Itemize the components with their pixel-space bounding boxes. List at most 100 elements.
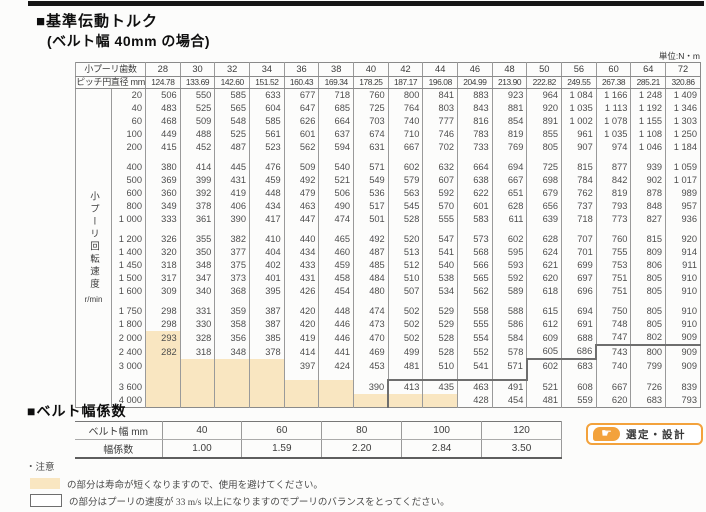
torque-cell: 637 <box>318 128 354 141</box>
torque-cell: 760 <box>353 88 389 102</box>
torque-cell: 392 <box>179 187 215 200</box>
torque-cell: 612 <box>526 318 562 331</box>
torque-cell: 488 <box>179 128 215 141</box>
torque-cell: 805 <box>630 305 666 318</box>
torque-cell: 446 <box>318 331 354 345</box>
torque-cell: 1 108 <box>630 128 666 141</box>
torque-cell: 588 <box>491 305 527 318</box>
torque-cell: 317 <box>145 272 181 285</box>
torque-cell: 806 <box>630 259 666 272</box>
torque-cell: 602 <box>491 233 527 246</box>
pitch-diameter-cell: 151.52 <box>249 76 285 89</box>
torque-cell: 452 <box>179 141 215 154</box>
teeth-cell: 28 <box>145 62 181 77</box>
torque-gap-cell <box>318 298 354 305</box>
pitch-diameter-cell: 285.21 <box>630 76 666 89</box>
rpm-cell: 400 <box>110 161 147 174</box>
torque-cell: 573 <box>457 233 493 246</box>
factor-value-cell: 3.50 <box>481 439 562 459</box>
torque-cell: 529 <box>422 305 458 318</box>
torque-cell <box>249 380 285 394</box>
torque-cell: 465 <box>318 233 354 246</box>
torque-cell: 506 <box>145 88 181 102</box>
torque-cell: 609 <box>526 331 562 345</box>
torque-cell: 815 <box>630 233 666 246</box>
white-note: の部分はプーリの速度が 33 m/s 以上になりますのでプーリのバランスをとって… <box>30 493 450 508</box>
torque-row: 1 800 298 330 358 387 420 446 473 502 529 555 586 61… <box>76 318 701 331</box>
torque-cell: 552 <box>457 345 493 359</box>
rpm-cell: 60 <box>110 115 147 128</box>
torque-cell: 737 <box>561 200 597 213</box>
torque-cell: 910 <box>665 318 701 331</box>
teeth-cell: 56 <box>561 62 597 77</box>
rpm-gap-cell <box>110 373 147 380</box>
torque-gap-cell <box>179 373 215 380</box>
torque-gap-cell <box>561 373 597 380</box>
torque-cell: 454 <box>318 285 354 298</box>
torque-gap-cell <box>283 373 319 380</box>
torque-cell: 490 <box>318 200 354 213</box>
notes: ・注意 の部分は寿命が短くなりますので、使用を避けてください。 の部分はプーリの… <box>26 459 450 508</box>
torque-cell: 800 <box>630 345 666 359</box>
torque-cell: 914 <box>665 246 701 259</box>
torque-cell: 632 <box>422 161 458 174</box>
torque-cell: 1 017 <box>665 174 701 187</box>
torque-gap-cell <box>630 226 666 233</box>
torque-cell: 769 <box>491 141 527 154</box>
torque-cell: 703 <box>353 115 389 128</box>
torque-cell: 1 084 <box>561 88 597 102</box>
torque-cell: 793 <box>595 200 631 213</box>
pointing-hand-icon: ☛ <box>593 427 620 441</box>
torque-cell: 330 <box>179 318 215 331</box>
torque-cell: 1 002 <box>561 115 597 128</box>
torque-cell: 957 <box>665 200 701 213</box>
torque-cell: 318 <box>179 345 215 359</box>
torque-cell: 664 <box>457 161 493 174</box>
torque-cell: 298 <box>145 318 181 331</box>
torque-cell <box>179 380 215 394</box>
torque-cell: 521 <box>526 380 562 394</box>
torque-cell: 502 <box>387 331 423 345</box>
torque-cell: 622 <box>457 187 493 200</box>
select-design-button[interactable]: ☛ 選定・設計 <box>586 423 703 445</box>
torque-gap-cell <box>422 373 458 381</box>
torque-cell: 562 <box>283 141 319 154</box>
torque-cell: 433 <box>283 259 319 272</box>
torque-gap-cell <box>595 298 631 305</box>
factor-value-cell: 2.20 <box>321 439 403 459</box>
torque-row: 800 349 378 406 434 463 490 517 545 570 601 628 656 7… <box>76 200 701 213</box>
torque-cell: 891 <box>526 115 562 128</box>
width-value-cell: 120 <box>481 421 562 440</box>
torque-cell: 333 <box>145 213 181 226</box>
torque-cell: 517 <box>353 200 389 213</box>
torque-cell: 881 <box>491 102 527 115</box>
torque-cell: 528 <box>422 345 458 359</box>
torque-cell: 541 <box>422 246 458 259</box>
torque-cell: 664 <box>318 115 354 128</box>
torque-cell: 803 <box>422 102 458 115</box>
torque-cell <box>422 394 458 408</box>
torque-cell: 541 <box>457 359 493 373</box>
torque-row: 1 750 298 331 359 387 420 448 474 502 529 558 588 61… <box>76 305 701 318</box>
torque-cell: 878 <box>630 187 666 200</box>
torque-cell: 415 <box>145 141 181 154</box>
torque-cell: 827 <box>630 213 666 226</box>
torque-cell: 484 <box>353 272 389 285</box>
torque-gap-cell <box>526 154 562 161</box>
top-rule <box>28 1 704 6</box>
width-value-cell: 40 <box>161 421 243 440</box>
teeth-cell: 72 <box>665 62 701 77</box>
torque-cell: 356 <box>214 331 250 345</box>
rpm-cell: 1 450 <box>110 259 147 272</box>
torque-cell: 558 <box>457 305 493 318</box>
torque-cell: 1 346 <box>665 102 701 115</box>
torque-cell: 685 <box>318 102 354 115</box>
torque-cell: 399 <box>179 174 215 187</box>
torque-cell: 459 <box>249 174 285 187</box>
torque-cell: 651 <box>491 187 527 200</box>
torque-gap-cell <box>422 154 458 161</box>
torque-cell: 679 <box>526 187 562 200</box>
torque-cell: 401 <box>249 272 285 285</box>
torque-cell: 839 <box>665 380 701 394</box>
torque-gap-cell <box>145 298 181 305</box>
